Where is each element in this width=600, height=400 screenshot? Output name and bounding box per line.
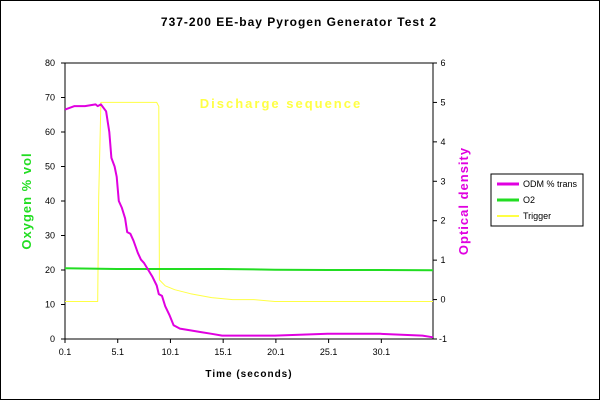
y-left-tick-label: 30 — [45, 231, 55, 241]
y-left-tick-label: 10 — [45, 300, 55, 310]
y-right-tick-label: 4 — [440, 137, 445, 147]
x-tick-label: 20.1 — [267, 347, 285, 357]
legend-label-trigger: Trigger — [523, 211, 551, 221]
series-line-odm-trans — [64, 103, 434, 339]
legend-label-odm-trans: ODM % trans — [523, 179, 578, 189]
x-tick-label: 30.1 — [373, 347, 391, 357]
y-right-tick-label: 1 — [440, 255, 445, 265]
y-right-tick-label: 2 — [440, 216, 445, 226]
y-left-axis: 0 10 20 30 40 50 60 70 80 — [45, 58, 65, 344]
legend-label-o2: O2 — [523, 195, 535, 205]
chart-title: 737-200 EE-bay Pyrogen Generator Test 2 — [161, 15, 437, 29]
plot-area — [64, 62, 434, 340]
x-tick-label: 5.1 — [111, 347, 124, 357]
y-left-tick-label: 80 — [45, 58, 55, 68]
y-right-tick-label: -1 — [439, 334, 447, 344]
y-right-axis: -1 0 1 2 3 4 5 6 — [433, 58, 447, 344]
y-right-axis-label: Optical density — [456, 147, 471, 255]
series-line-o2 — [64, 267, 434, 272]
series-line-trigger — [65, 101, 433, 302]
series-group — [64, 101, 434, 339]
y-left-tick-label: 20 — [45, 265, 55, 275]
y-right-tick-label: 6 — [440, 58, 445, 68]
legend-entries: ODM % trans O2 Trigger — [497, 179, 578, 221]
x-axis-label: Time (seconds) — [205, 369, 292, 380]
x-tick-label: 0.1 — [59, 347, 72, 357]
x-tick-label: 15.1 — [214, 347, 232, 357]
y-right-tick-label: 0 — [440, 295, 445, 305]
y-left-axis-label: Oxygen % vol — [19, 152, 34, 249]
y-left-tick-label: 70 — [45, 93, 55, 103]
x-tick-label: 25.1 — [320, 347, 338, 357]
y-right-tick-label: 5 — [440, 97, 445, 107]
x-axis: 0.1 5.1 10.1 15.1 20.1 25.1 30.1 — [59, 339, 390, 357]
x-tick-label: 10.1 — [162, 347, 180, 357]
y-left-tick-label: 40 — [45, 196, 55, 206]
y-left-tick-label: 50 — [45, 162, 55, 172]
y-left-tick-label: 0 — [50, 334, 55, 344]
y-left-tick-label: 60 — [45, 127, 55, 137]
y-right-tick-label: 3 — [440, 176, 445, 186]
discharge-annotation: Discharge sequence — [200, 96, 362, 111]
